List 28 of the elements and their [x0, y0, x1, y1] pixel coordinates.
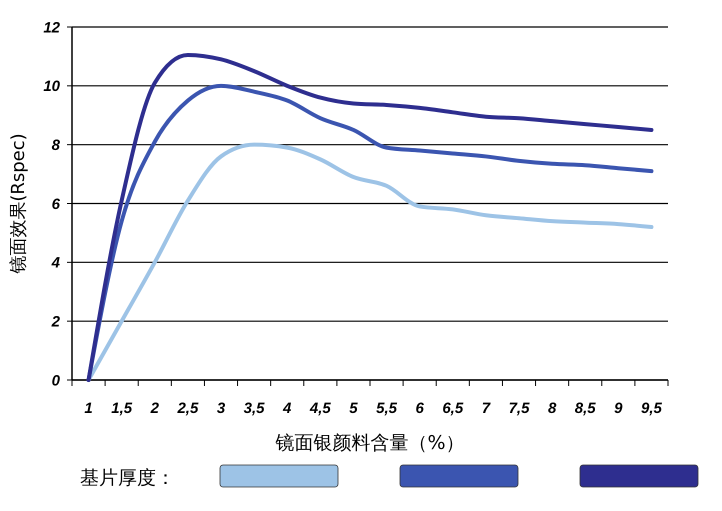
y-tick-label: 8 [52, 136, 61, 154]
x-tick-label: 5 [349, 400, 358, 417]
x-tick-label: 6 [415, 400, 424, 417]
x-axis-title: 镜面银颜料含量（%） [274, 432, 465, 454]
x-tick-label: 8 [548, 400, 557, 417]
x-tick-label: 4 [282, 400, 292, 417]
y-tick-label: 0 [52, 372, 61, 390]
y-tick-label: 6 [52, 196, 61, 213]
y-tick-label: 4 [50, 254, 61, 272]
legend-title: 基片厚度： [80, 467, 175, 489]
x-tick-label: 8,5 [574, 400, 596, 417]
y-tick-label: 10 [43, 78, 61, 96]
x-tick-label: 6,5 [442, 400, 464, 417]
x-tick-label: 7,5 [508, 400, 530, 417]
x-tick-label: 9 [614, 400, 624, 417]
x-tick-label: 3,5 [244, 400, 266, 417]
x-tick-label: 9,5 [641, 400, 663, 417]
x-tick-label: 1 [84, 400, 93, 417]
x-tick-label: 2 [150, 400, 160, 417]
x-tick-label: 3 [216, 400, 226, 417]
x-tick-label: 5,5 [376, 400, 398, 417]
x-tick-label: 2,5 [176, 400, 199, 417]
x-tick-label: 4,5 [308, 400, 332, 417]
y-tick-label: 2 [50, 313, 61, 330]
x-tick-label: 1,5 [111, 400, 133, 417]
y-tick-label: 12 [43, 19, 61, 36]
y-axis-title: 镜面效果(Rspec) [8, 133, 29, 275]
x-tick-label: 7 [482, 400, 491, 417]
